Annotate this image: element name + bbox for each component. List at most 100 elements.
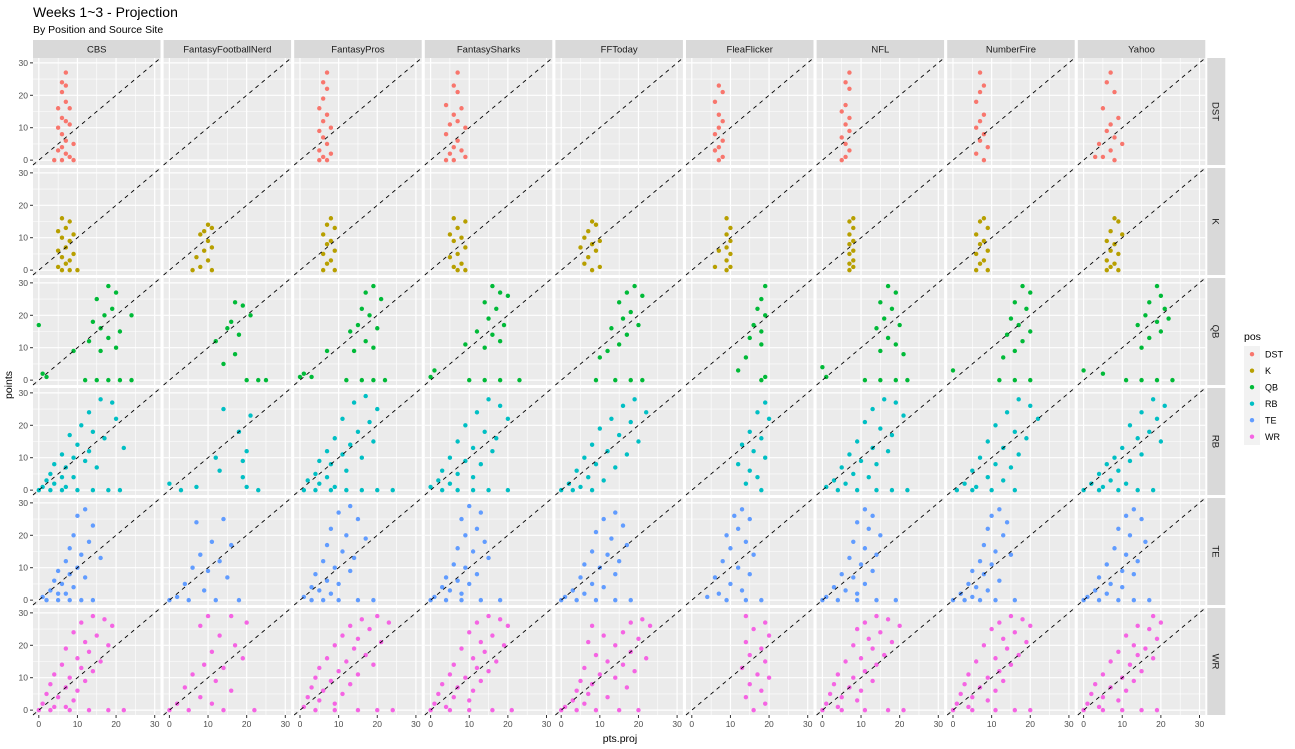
data-point (851, 643, 856, 648)
panel-dst-cbs (32, 57, 161, 166)
data-point (501, 643, 507, 648)
data-point (67, 707, 72, 713)
data-point (63, 225, 69, 231)
data-point (743, 481, 749, 486)
data-point (55, 694, 61, 700)
data-point (201, 588, 207, 593)
data-point (620, 403, 626, 409)
data-point (1131, 678, 1137, 684)
data-point (494, 436, 499, 441)
data-point (616, 432, 622, 438)
data-point (728, 581, 733, 587)
data-point (624, 290, 630, 295)
y-tick-label: 20 (19, 200, 29, 210)
data-point (82, 458, 88, 464)
data-point (505, 416, 511, 422)
data-point (328, 258, 334, 263)
data-point (67, 258, 72, 263)
data-point (474, 329, 480, 334)
data-point (870, 678, 875, 684)
data-point (324, 542, 330, 548)
panel-wr-fantasyfootballnerd (163, 607, 292, 716)
facet-row-label: TE (1209, 545, 1220, 557)
data-point (451, 238, 456, 244)
data-point (443, 597, 449, 603)
data-point (854, 698, 860, 703)
data-point (309, 685, 314, 690)
data-point (86, 339, 92, 344)
data-point (862, 507, 868, 512)
panel-te-nfl (816, 497, 945, 606)
data-point (747, 571, 752, 577)
data-point (209, 539, 215, 544)
data-point (878, 348, 883, 354)
data-point (110, 400, 115, 405)
data-point (643, 656, 649, 661)
facet-strip-rb (1207, 388, 1226, 495)
data-point (862, 581, 868, 587)
data-point (94, 296, 99, 302)
data-point (970, 707, 975, 713)
facet-strip-numberfire (947, 40, 1075, 58)
data-point (1120, 584, 1125, 590)
data-point (478, 639, 484, 645)
panel-wr-yahoo (1077, 607, 1206, 716)
data-point (977, 219, 983, 224)
data-point (44, 374, 49, 380)
data-point (1112, 135, 1117, 140)
data-point (866, 526, 871, 532)
data-point (574, 597, 579, 603)
data-point (451, 157, 456, 163)
data-point (1100, 484, 1106, 490)
data-point (198, 264, 203, 270)
data-point (1108, 659, 1113, 664)
data-point (59, 157, 65, 163)
data-point (305, 694, 310, 700)
data-point (79, 620, 84, 625)
data-point (55, 148, 61, 153)
data-point (317, 458, 322, 464)
panel-wr-cbs (32, 607, 161, 716)
data-point (263, 377, 269, 383)
data-point (320, 232, 326, 237)
data-point (1012, 630, 1018, 635)
data-point (390, 707, 395, 713)
data-point (478, 461, 484, 467)
data-point (75, 487, 80, 493)
data-point (490, 633, 495, 638)
y-tick-label: 0 (23, 705, 28, 715)
data-point (593, 461, 599, 467)
panel-qb-nfl (816, 277, 945, 386)
data-point (973, 659, 979, 664)
legend-swatch-wr (1249, 434, 1255, 439)
data-point (862, 546, 868, 551)
data-point (209, 245, 215, 250)
data-point (432, 701, 437, 706)
data-point (52, 578, 57, 583)
data-point (993, 707, 998, 713)
data-point (862, 377, 868, 383)
data-point (348, 568, 353, 574)
data-point (989, 562, 994, 567)
data-point (79, 423, 84, 428)
data-point (954, 487, 960, 493)
data-point (843, 154, 848, 160)
data-point (94, 377, 99, 383)
facet-row-label: K (1209, 218, 1220, 225)
data-point (640, 293, 645, 299)
data-point (885, 707, 891, 713)
reference-line (293, 387, 422, 496)
data-point (997, 620, 1002, 625)
data-point (763, 283, 768, 289)
data-point (328, 151, 334, 156)
reference-line (946, 387, 1075, 496)
data-point (332, 436, 337, 441)
reference-line (555, 57, 684, 166)
data-point (455, 471, 460, 477)
data-point (52, 461, 57, 467)
data-point (597, 238, 603, 244)
data-point (90, 429, 96, 434)
data-point (229, 542, 234, 548)
data-point (601, 516, 606, 522)
data-point (90, 597, 96, 603)
